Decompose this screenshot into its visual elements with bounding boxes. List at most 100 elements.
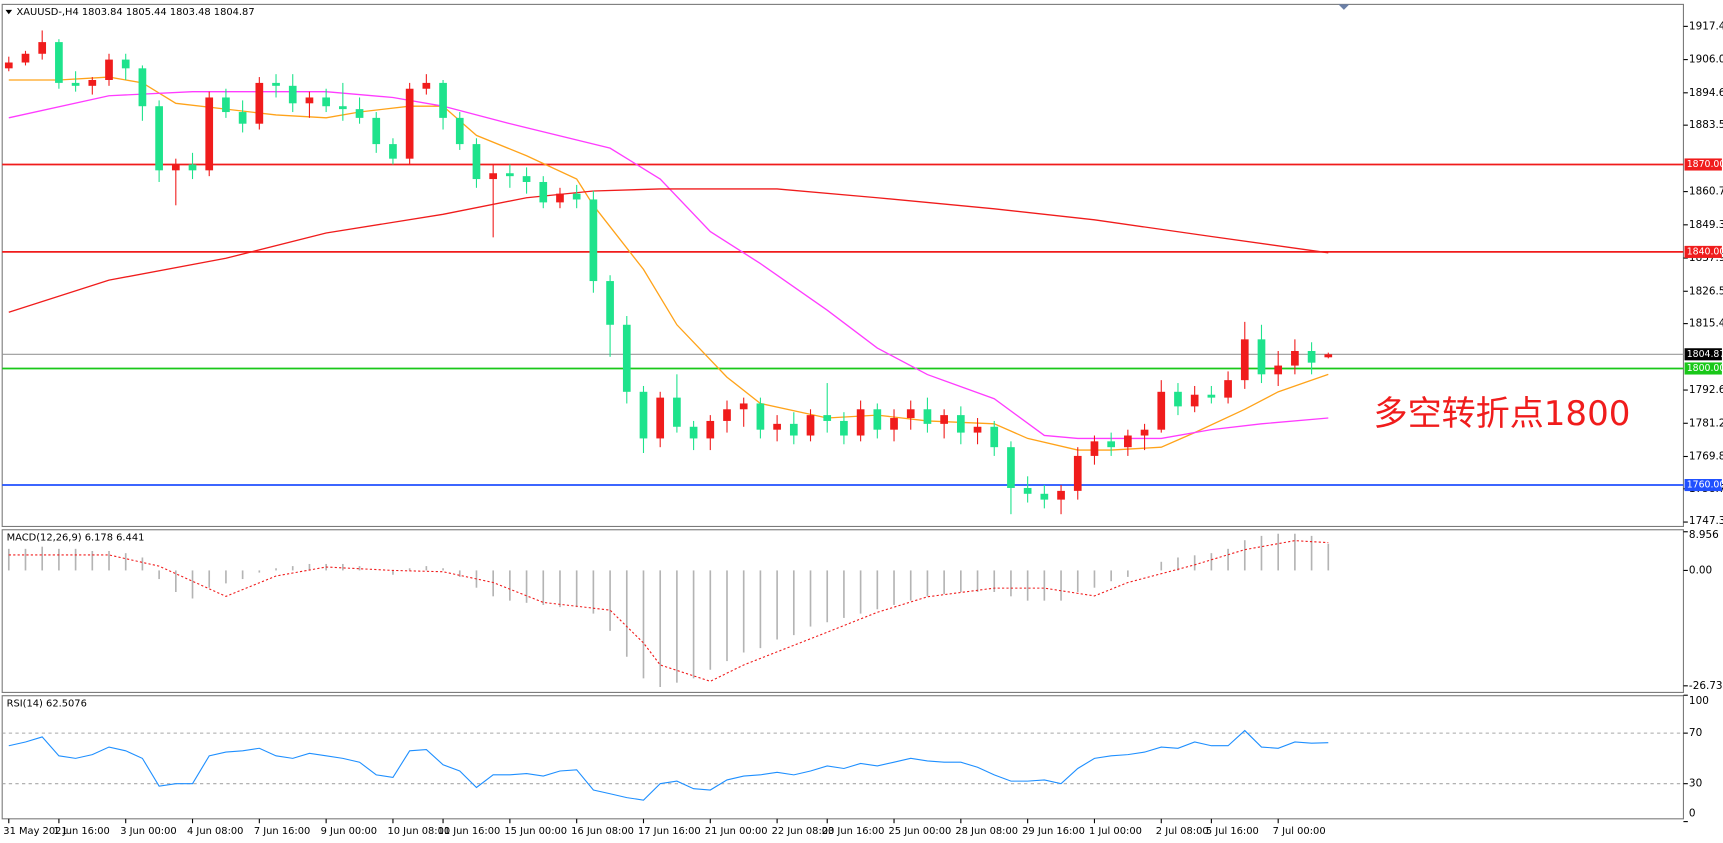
x-tick-label: 2 Jul 08:00 <box>1156 826 1209 837</box>
x-tick-label: 16 Jun 08:00 <box>571 826 634 837</box>
y-tick-label: 1849.30 <box>1689 219 1723 231</box>
y-tick-label: 1747.30 <box>1689 515 1723 527</box>
y-tick-label: 1906.00 <box>1689 54 1723 66</box>
candle-body <box>806 415 815 436</box>
candle-body <box>55 42 63 83</box>
candle-body <box>138 68 147 107</box>
candle-body <box>1307 351 1316 363</box>
candle-body <box>840 420 848 436</box>
y-tick-label: 1883.50 <box>1689 119 1723 131</box>
candle-body <box>455 117 464 145</box>
candle-body <box>272 82 280 86</box>
candle-body <box>622 324 631 392</box>
y-tick-label: 1781.20 <box>1689 417 1723 429</box>
candle-body <box>405 88 414 159</box>
y-tick-label: 1769.80 <box>1689 450 1723 462</box>
level-label: 1760.00 <box>1687 480 1723 491</box>
x-tick-label: 5 Jul 16:00 <box>1206 826 1259 837</box>
candle-body <box>956 415 965 433</box>
x-tick-label: 10 Jun 08:00 <box>387 826 450 837</box>
candle-body <box>990 426 999 448</box>
candle-body <box>1007 447 1015 488</box>
candle-body <box>21 53 30 63</box>
level-label-box <box>1684 479 1722 492</box>
x-tick-label: 1 Jul 00:00 <box>1089 826 1142 837</box>
plot-layer: 1917.40 1906.00 1894.60 1883.50 1860.70 1849.… <box>2 7 1723 837</box>
candle-body <box>923 409 932 424</box>
candle-body <box>673 397 681 427</box>
candle-body <box>288 85 297 104</box>
candle-body <box>322 97 330 107</box>
level-label-box <box>1684 245 1722 258</box>
macd-panel <box>1 529 1684 693</box>
candle-body <box>1224 380 1232 398</box>
level-label: 1840.00 <box>1687 246 1723 257</box>
candle-body <box>338 106 347 110</box>
candle-body <box>1140 429 1149 436</box>
candle-body <box>1291 351 1299 366</box>
candle-body <box>589 199 598 282</box>
candle-body <box>121 59 130 69</box>
candle-body <box>171 164 180 171</box>
candle-body <box>1107 441 1116 448</box>
candle-body <box>439 82 447 118</box>
candle-body <box>255 82 264 124</box>
candle-body <box>506 173 514 177</box>
menu-arrow <box>5 9 13 15</box>
x-tick-label: 11 Jun 16:00 <box>438 826 501 837</box>
candle-body <box>773 423 781 430</box>
x-tick-label: 28 Jun 08:00 <box>955 826 1018 837</box>
candle-body <box>873 409 882 430</box>
x-tick-label: 21 Jun 00:00 <box>705 826 768 837</box>
panel-title: RSI(14) 62.5076 <box>7 698 87 709</box>
x-tick-label: 4 Jun 08:00 <box>187 826 243 837</box>
annotation: 多空转折点1800 <box>1374 394 1631 434</box>
candle-body <box>823 415 832 421</box>
candle-body <box>38 42 47 54</box>
candle-body <box>1240 339 1249 381</box>
y-tick-label: 1917.40 <box>1689 20 1723 32</box>
candle-body <box>756 403 765 430</box>
candle-body <box>940 415 948 424</box>
candle-body <box>1057 490 1065 500</box>
candle-body <box>188 164 197 171</box>
panel-title: XAUUSD-,H4 1803.84 1805.44 1803.48 1804.… <box>16 7 254 18</box>
y-tick-label: 0 <box>1689 807 1696 819</box>
last-price-box <box>1684 348 1722 361</box>
candle-body <box>472 144 481 180</box>
y-tick-label: 70 <box>1689 727 1702 739</box>
candle-body <box>155 106 163 171</box>
y-tick-label: 1894.60 <box>1689 87 1723 99</box>
x-tick-label: 23 Jun 16:00 <box>822 826 885 837</box>
candle-body <box>305 97 314 104</box>
level-label-box <box>1684 362 1722 375</box>
candle-body <box>1040 493 1049 500</box>
price-panel <box>1 3 1684 528</box>
candle-body <box>205 97 214 171</box>
candle-body <box>973 426 982 433</box>
y-tick-label: 30 <box>1689 778 1702 790</box>
x-tick-label: 31 May 2021 <box>3 826 67 837</box>
x-tick-label: 25 Jun 00:00 <box>889 826 952 837</box>
candle-body <box>789 423 798 436</box>
candle-body <box>1124 435 1132 448</box>
candle-body <box>355 109 364 118</box>
candle-body <box>656 397 665 439</box>
y-tick-label: 8.956 <box>1689 529 1719 541</box>
x-tick-label: 22 Jun 08:00 <box>772 826 835 837</box>
candle-body <box>389 144 397 159</box>
candle-body <box>105 59 113 80</box>
rsi-line <box>8 729 1329 801</box>
y-tick-label: 1826.50 <box>1689 285 1723 297</box>
candle-body <box>572 193 581 200</box>
x-tick-label: 7 Jul 00:00 <box>1273 826 1326 837</box>
last-price-label: 1804.87 <box>1687 349 1723 360</box>
x-tick-label: 17 Jun 16:00 <box>638 826 701 837</box>
level-label: 1870.00 <box>1687 159 1723 170</box>
candle-body <box>539 181 548 203</box>
candle-body <box>689 426 698 439</box>
panel-title: MACD(12,26,9) 6.178 6.441 <box>7 532 145 543</box>
shift-marker <box>1338 4 1350 10</box>
candle-body <box>1073 455 1082 491</box>
